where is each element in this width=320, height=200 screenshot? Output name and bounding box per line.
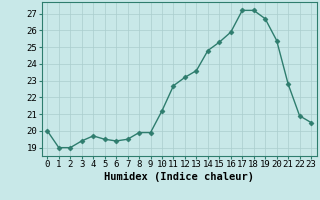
X-axis label: Humidex (Indice chaleur): Humidex (Indice chaleur) xyxy=(104,172,254,182)
